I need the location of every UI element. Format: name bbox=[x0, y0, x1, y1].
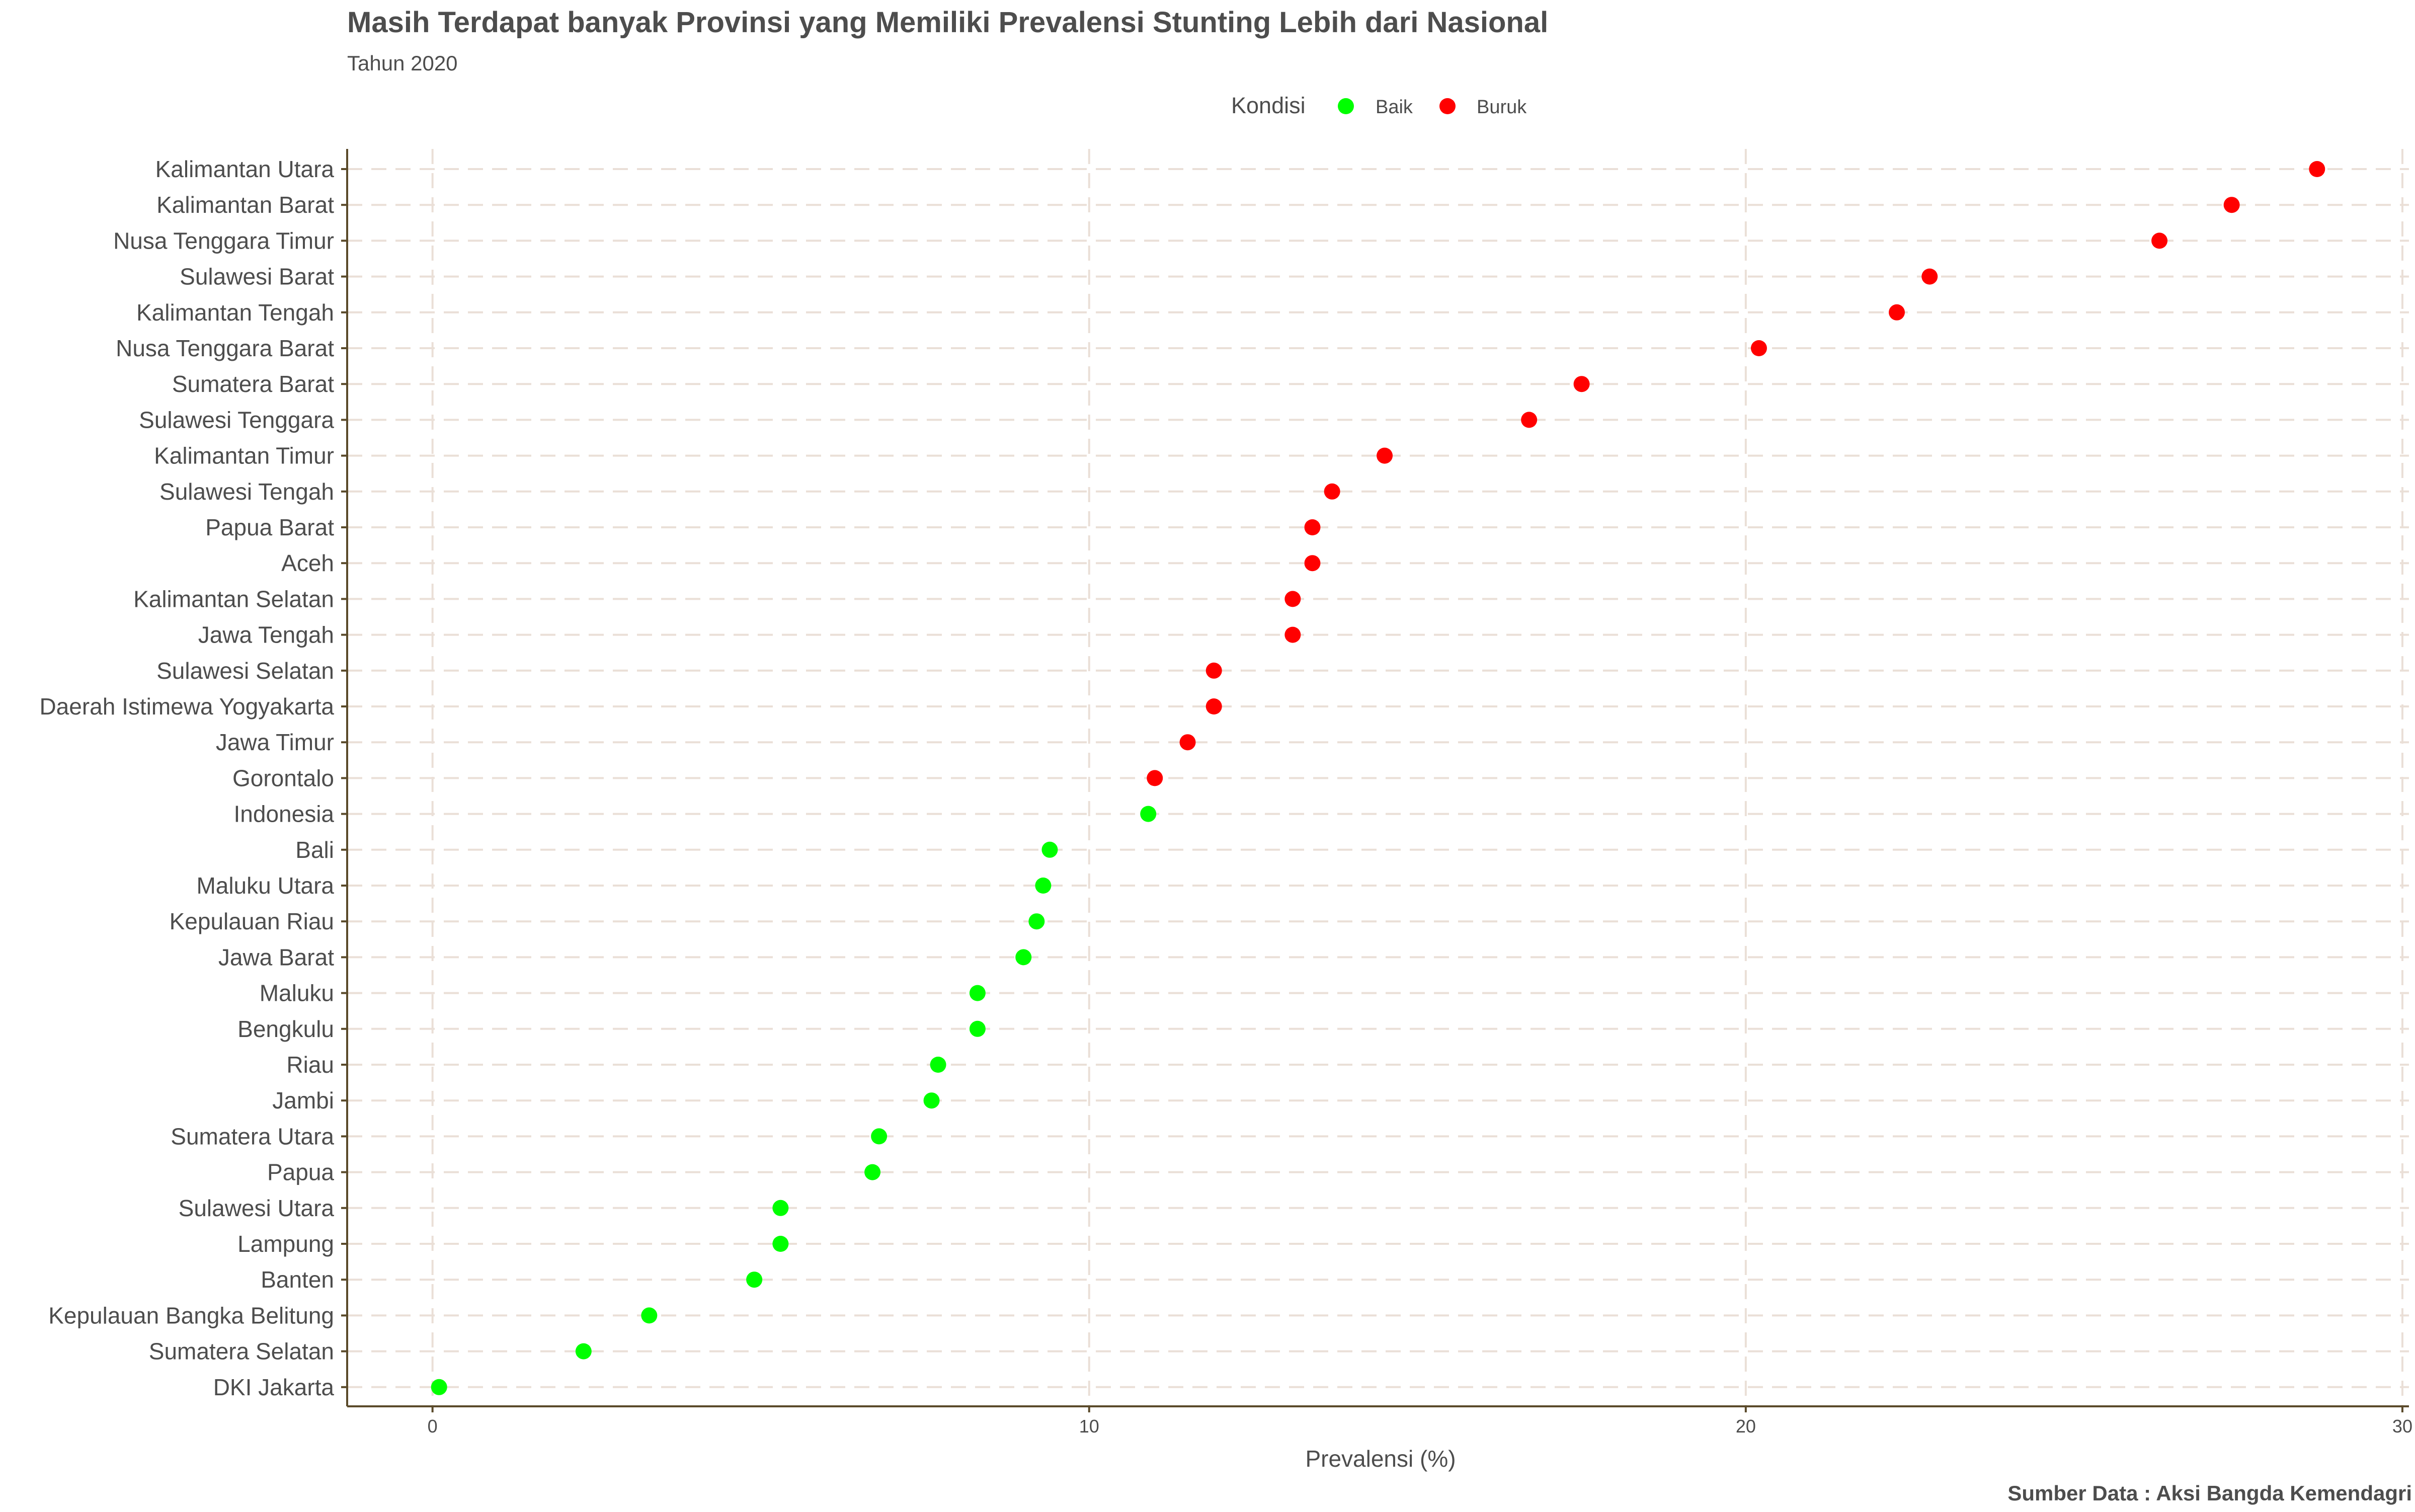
data-point bbox=[772, 1200, 789, 1216]
legend-title: Kondisi bbox=[1231, 93, 1306, 118]
data-point bbox=[2151, 232, 2168, 249]
legend-key-baik bbox=[1338, 98, 1354, 114]
y-tick-label: Maluku Utara bbox=[196, 872, 334, 899]
data-point bbox=[1041, 841, 1058, 858]
y-tick-label: Kalimantan Barat bbox=[156, 192, 334, 218]
data-point bbox=[1324, 483, 1340, 500]
legend-key-buruk bbox=[1439, 98, 1456, 114]
x-tick-labels: 0 10 20 30 bbox=[428, 1416, 2412, 1437]
y-tick-label: Lampung bbox=[237, 1231, 334, 1257]
y-tick-label: Riau bbox=[286, 1052, 334, 1078]
data-point bbox=[2309, 161, 2325, 177]
y-tick-label: Sumatera Utara bbox=[171, 1123, 334, 1149]
y-tick-label: Sulawesi Utara bbox=[179, 1195, 335, 1221]
data-point bbox=[1015, 949, 1032, 966]
y-tick-label: Jawa Tengah bbox=[198, 622, 334, 648]
data-point bbox=[1304, 519, 1321, 535]
data-point bbox=[969, 985, 986, 1001]
data-point bbox=[1921, 268, 1938, 285]
chart-subtitle: Tahun 2020 bbox=[347, 51, 458, 75]
y-tick-label: Kalimantan Utara bbox=[155, 156, 335, 182]
y-tick-label: Jawa Barat bbox=[218, 944, 334, 970]
x-axis-title: Prevalensi (%) bbox=[1305, 1446, 1456, 1472]
data-point bbox=[1377, 447, 1393, 464]
y-tick-label: Bali bbox=[295, 837, 334, 863]
data-point bbox=[1179, 734, 1196, 751]
y-tick-label: Sulawesi Barat bbox=[180, 264, 334, 290]
data-point bbox=[772, 1236, 789, 1252]
data-point bbox=[1304, 555, 1321, 572]
data-point bbox=[1750, 340, 1767, 356]
source-caption: Sumber Data : Aksi Bangda Kemendagri bbox=[2007, 1481, 2412, 1505]
y-tick-label: Maluku bbox=[260, 980, 334, 1006]
y-tick-label: Sulawesi Tenggara bbox=[139, 407, 334, 433]
data-point bbox=[1147, 770, 1163, 786]
x-tick-label: 30 bbox=[2392, 1416, 2412, 1437]
y-tick-label: Kalimantan Selatan bbox=[133, 586, 334, 612]
data-point bbox=[1028, 913, 1045, 930]
data-point bbox=[930, 1057, 946, 1073]
data-point bbox=[2223, 197, 2240, 213]
data-point bbox=[1205, 698, 1222, 714]
y-tick-label: Sumatera Barat bbox=[172, 371, 334, 397]
data-point bbox=[923, 1092, 940, 1109]
y-tick-label: Kepulauan Riau bbox=[170, 908, 334, 934]
data-point bbox=[871, 1128, 888, 1145]
chart-title: Masih Terdapat banyak Provinsi yang Memi… bbox=[347, 6, 1548, 39]
y-tick-label: Sulawesi Tengah bbox=[159, 479, 334, 505]
legend-label-baik: Baik bbox=[1376, 97, 1413, 118]
y-tick-label: Sumatera Selatan bbox=[149, 1338, 334, 1365]
x-tick-label: 10 bbox=[1079, 1416, 1099, 1437]
y-tick-label: Papua Barat bbox=[205, 514, 334, 540]
axes bbox=[341, 149, 2409, 1412]
x-tick-label: 20 bbox=[1736, 1416, 1756, 1437]
y-tick-label: Nusa Tenggara Barat bbox=[116, 335, 334, 361]
y-tick-label: Kalimantan Tengah bbox=[136, 299, 334, 326]
data-points bbox=[431, 161, 2325, 1395]
data-point bbox=[641, 1307, 658, 1324]
y-tick-label: Indonesia bbox=[234, 801, 335, 827]
data-point bbox=[431, 1379, 447, 1395]
y-tick-label: Gorontalo bbox=[232, 765, 334, 791]
y-tick-label: Nusa Tenggara Timur bbox=[113, 227, 334, 254]
y-tick-label: Banten bbox=[261, 1266, 334, 1293]
data-point bbox=[575, 1343, 592, 1360]
data-point bbox=[1521, 412, 1538, 428]
data-point bbox=[1035, 878, 1052, 894]
y-tick-label: Jambi bbox=[272, 1087, 334, 1113]
data-point bbox=[1889, 304, 1905, 321]
legend: Kondisi Baik Buruk bbox=[1231, 93, 1527, 118]
y-tick-label: Papua bbox=[267, 1159, 334, 1185]
data-point bbox=[746, 1271, 763, 1288]
y-tick-label: Daerah Istimewa Yogyakarta bbox=[39, 693, 334, 720]
y-tick-label: Jawa Timur bbox=[216, 729, 334, 755]
data-point bbox=[969, 1020, 986, 1037]
data-point bbox=[1140, 806, 1157, 822]
y-tick-label: DKI Jakarta bbox=[213, 1374, 335, 1400]
data-point bbox=[1284, 626, 1301, 643]
data-point bbox=[1205, 662, 1222, 679]
data-point bbox=[1573, 376, 1590, 392]
data-point bbox=[864, 1164, 881, 1180]
y-tick-label: Kepulauan Bangka Belitung bbox=[48, 1302, 334, 1328]
y-tick-label: Aceh bbox=[281, 550, 334, 576]
gridlines bbox=[347, 149, 2409, 1406]
y-tick-label: Bengkulu bbox=[237, 1016, 334, 1042]
y-tick-label: Sulawesi Selatan bbox=[156, 658, 334, 684]
x-tick-label: 0 bbox=[428, 1416, 438, 1437]
y-tick-labels: Kalimantan Utara Kalimantan Barat Nusa Ten… bbox=[39, 156, 334, 1400]
y-tick-label: Kalimantan Timur bbox=[154, 443, 334, 469]
data-point bbox=[1284, 591, 1301, 607]
legend-label-buruk: Buruk bbox=[1477, 97, 1527, 118]
